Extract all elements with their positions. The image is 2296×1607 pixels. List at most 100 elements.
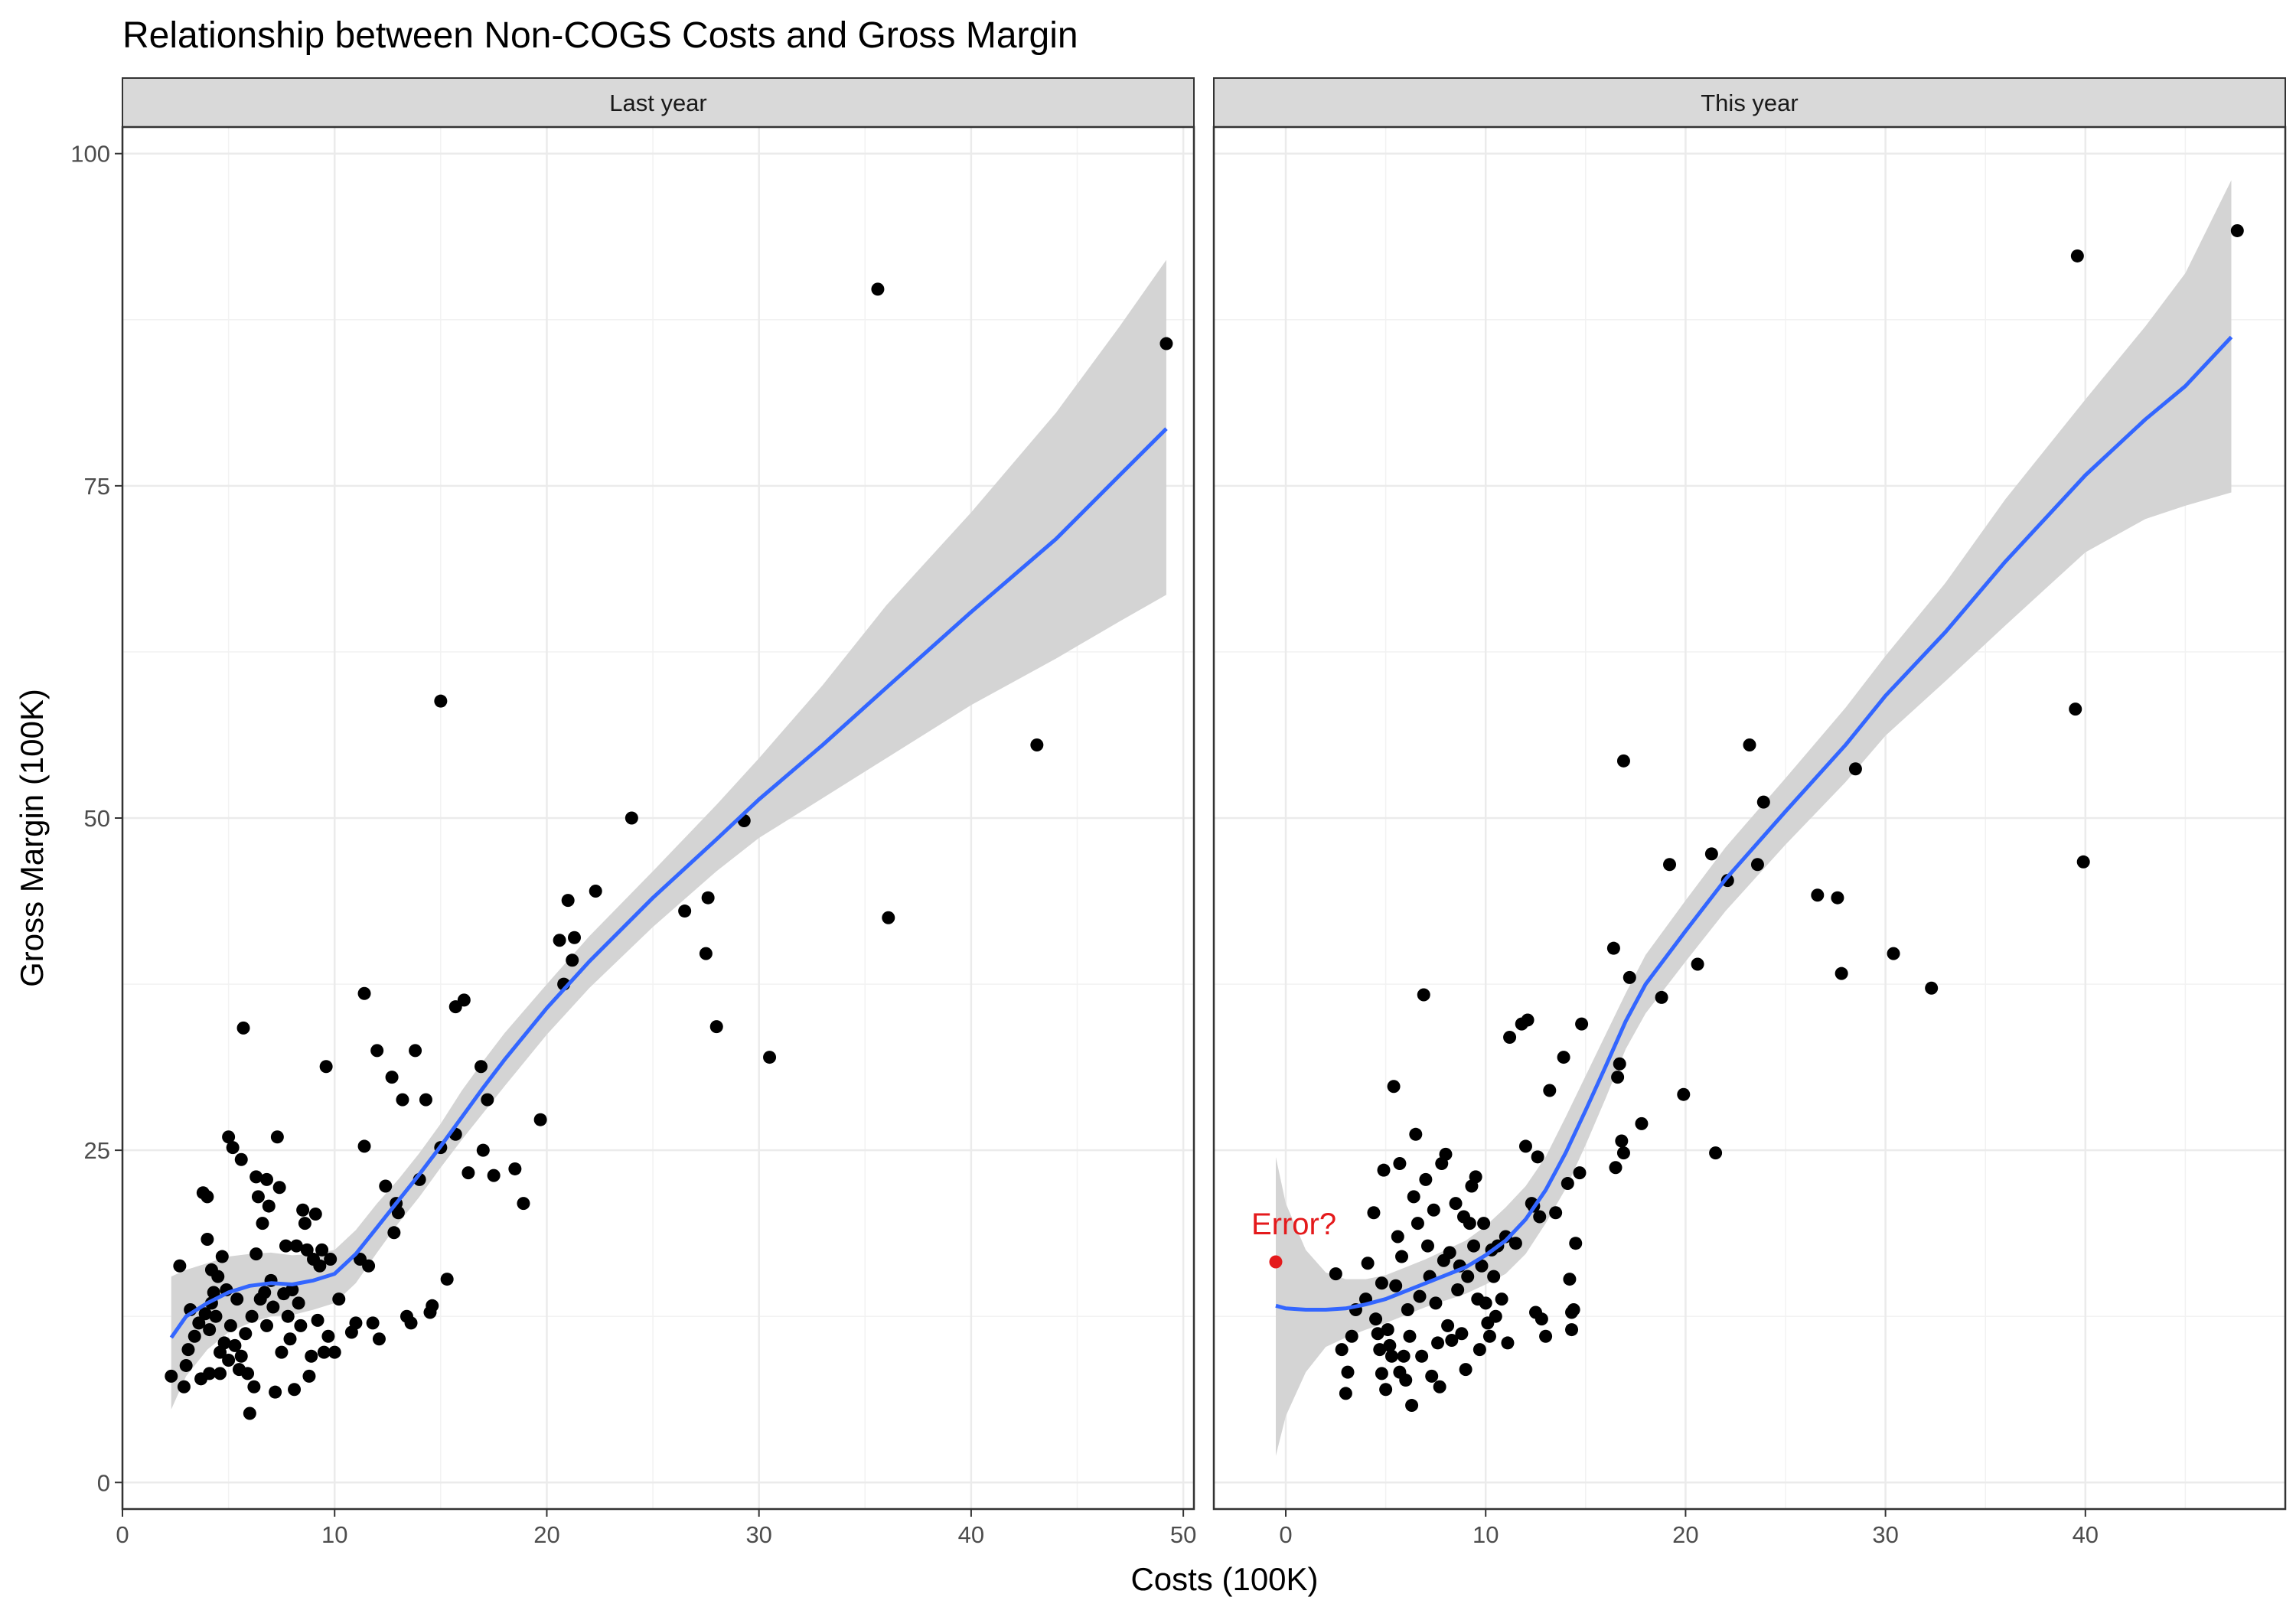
data-points [1329, 223, 2244, 1413]
data-point [426, 1299, 439, 1312]
data-point [173, 1259, 187, 1273]
data-point [201, 1232, 214, 1246]
data-point [319, 1060, 333, 1074]
data-point [1415, 1349, 1429, 1363]
data-point [1611, 1071, 1625, 1084]
data-point [1887, 947, 1900, 960]
data-point [517, 1197, 530, 1211]
data-point [1361, 1257, 1375, 1270]
data-point [260, 1319, 274, 1332]
data-point [1508, 1237, 1522, 1250]
data-point [701, 891, 715, 905]
data-point [1383, 1338, 1397, 1352]
data-point [226, 1141, 240, 1155]
data-point [1345, 1329, 1358, 1343]
data-point [871, 282, 885, 296]
data-point [249, 1170, 263, 1184]
x-tick-label: 20 [533, 1521, 559, 1548]
data-point [1159, 337, 1173, 350]
data-point [357, 986, 371, 1000]
data-point [1561, 1177, 1574, 1191]
data-point [1743, 738, 1756, 751]
data-point [1543, 1084, 1557, 1097]
data-point [1518, 1139, 1532, 1153]
data-point [1925, 981, 1939, 995]
data-point [1467, 1239, 1481, 1253]
smooth-line [1275, 335, 2233, 1312]
data-point [324, 1253, 338, 1266]
data-point [1475, 1259, 1489, 1273]
y-tick-label: 100 [70, 141, 110, 168]
data-point [1411, 1217, 1424, 1231]
data-point [1384, 1349, 1398, 1363]
data-point [1420, 1239, 1434, 1253]
data-point [328, 1345, 341, 1359]
data-point [198, 1307, 212, 1321]
data-point [481, 1093, 494, 1107]
data-point [1473, 1343, 1486, 1357]
confidence-band [1275, 180, 2232, 1456]
data-point [294, 1319, 308, 1332]
x-axis-title: Costs (100K) [1130, 1561, 1318, 1597]
data-point [1439, 1147, 1453, 1161]
annotation-label: Error? [1251, 1208, 1336, 1241]
data-point [370, 1044, 384, 1058]
data-point [1750, 858, 1764, 872]
data-point [1417, 988, 1430, 1002]
data-point [1381, 1323, 1394, 1337]
data-point [1635, 1116, 1649, 1130]
data-point [2069, 702, 2082, 716]
data-point [1563, 1273, 1577, 1286]
data-point [1469, 1170, 1482, 1184]
data-point [1534, 1312, 1548, 1326]
data-point [1503, 1031, 1517, 1045]
data-point [275, 1345, 289, 1359]
data-point [1655, 990, 1668, 1004]
data-point [292, 1296, 305, 1310]
data-point [211, 1270, 225, 1283]
data-point [553, 934, 566, 947]
data-point [1395, 1250, 1409, 1263]
data-point [332, 1292, 346, 1306]
data-point [209, 1309, 223, 1323]
data-point [1704, 847, 1718, 861]
data-point [1459, 1363, 1473, 1377]
data-point [434, 694, 448, 708]
x-tick-label: 0 [116, 1521, 129, 1548]
data-point [279, 1239, 292, 1253]
data-point [1389, 1279, 1403, 1292]
data-point [1613, 1057, 1626, 1071]
data-point [699, 947, 713, 960]
data-point [1451, 1283, 1465, 1296]
data-point [2230, 223, 2244, 237]
data-point [234, 1152, 248, 1166]
data-point [396, 1093, 409, 1107]
data-point [1575, 1017, 1589, 1031]
data-point [260, 1172, 274, 1186]
y-tick-label: 0 [97, 1469, 110, 1496]
data-point [251, 1190, 265, 1204]
data-point [181, 1343, 195, 1357]
data-point [1461, 1270, 1475, 1283]
data-point [247, 1380, 261, 1393]
data-point [1479, 1296, 1492, 1310]
data-point [1616, 754, 1630, 768]
data-point [201, 1190, 214, 1204]
x-tick-label: 30 [745, 1521, 771, 1548]
facet-strip [122, 77, 1195, 128]
data-point [589, 885, 602, 898]
data-point [1521, 1013, 1534, 1027]
data-point [1377, 1163, 1391, 1177]
data-point [1565, 1323, 1579, 1337]
data-point [236, 1021, 250, 1035]
data-point [285, 1283, 299, 1296]
data-point [300, 1243, 314, 1257]
data-point [1531, 1150, 1544, 1164]
x-tick-label: 40 [2073, 1521, 2099, 1548]
data-point [440, 1273, 454, 1286]
data-point [272, 1181, 286, 1195]
data-point [1399, 1374, 1413, 1387]
data-point [1489, 1309, 1502, 1323]
data-point [1691, 957, 1704, 971]
data-point [1427, 1203, 1440, 1217]
